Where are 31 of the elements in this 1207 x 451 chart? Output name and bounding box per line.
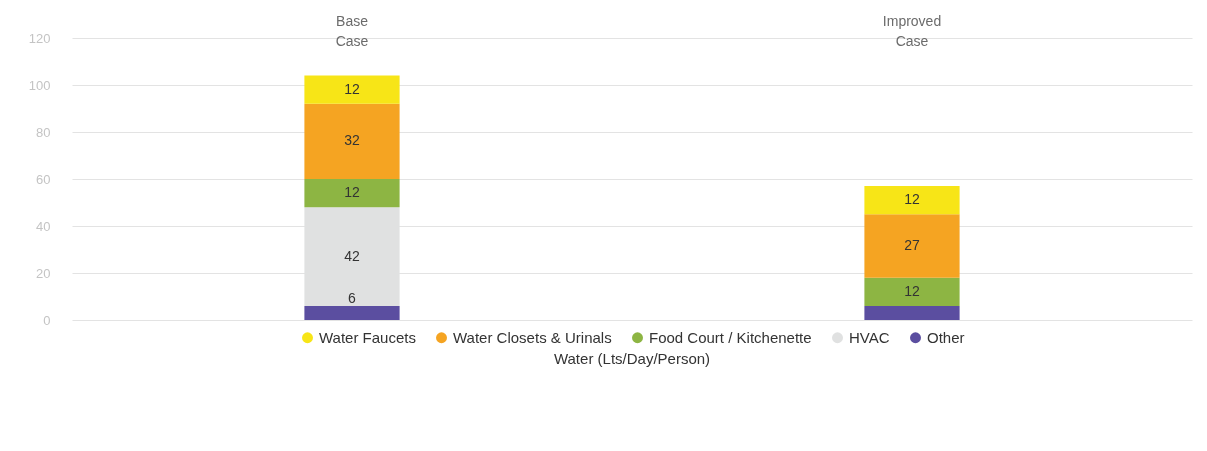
data-label: 12 bbox=[344, 80, 360, 97]
data-label: 32 bbox=[344, 132, 360, 149]
legend-label: Food Court / Kitchenette bbox=[649, 328, 812, 346]
y-tick-label: 120 bbox=[28, 30, 51, 46]
x-tick-label: Base Case bbox=[335, 12, 369, 49]
y-tick-label: 100 bbox=[28, 77, 51, 93]
y-tick-label: 40 bbox=[36, 218, 51, 234]
bar bbox=[304, 305, 400, 320]
bar bbox=[304, 75, 400, 104]
y-tick-label: 0 bbox=[43, 312, 51, 328]
data-label: 42 bbox=[344, 247, 360, 264]
x-tick-label: Improved Case bbox=[882, 12, 942, 49]
bar bbox=[864, 277, 960, 306]
data-label: 6 bbox=[348, 289, 357, 306]
bar bbox=[864, 186, 960, 215]
data-label: 27 bbox=[904, 236, 920, 253]
bar bbox=[864, 305, 960, 320]
data-label: 12 bbox=[904, 191, 920, 208]
y-tick-label: 60 bbox=[36, 171, 51, 187]
bar bbox=[864, 214, 960, 278]
data-label: 12 bbox=[904, 282, 920, 299]
legend-label: Water Closets & Urinals bbox=[453, 328, 612, 346]
bar bbox=[304, 179, 400, 208]
bar bbox=[304, 103, 400, 179]
y-tick-label: 80 bbox=[36, 124, 51, 140]
x-axis-title: Water (Lts/Day/Person) bbox=[553, 350, 711, 367]
legend-label: Other bbox=[927, 328, 965, 346]
legend-label: Water Faucets bbox=[319, 328, 416, 346]
data-label: 12 bbox=[344, 184, 360, 201]
y-tick-label: 20 bbox=[36, 265, 51, 281]
legend-label: HVAC bbox=[849, 328, 890, 346]
